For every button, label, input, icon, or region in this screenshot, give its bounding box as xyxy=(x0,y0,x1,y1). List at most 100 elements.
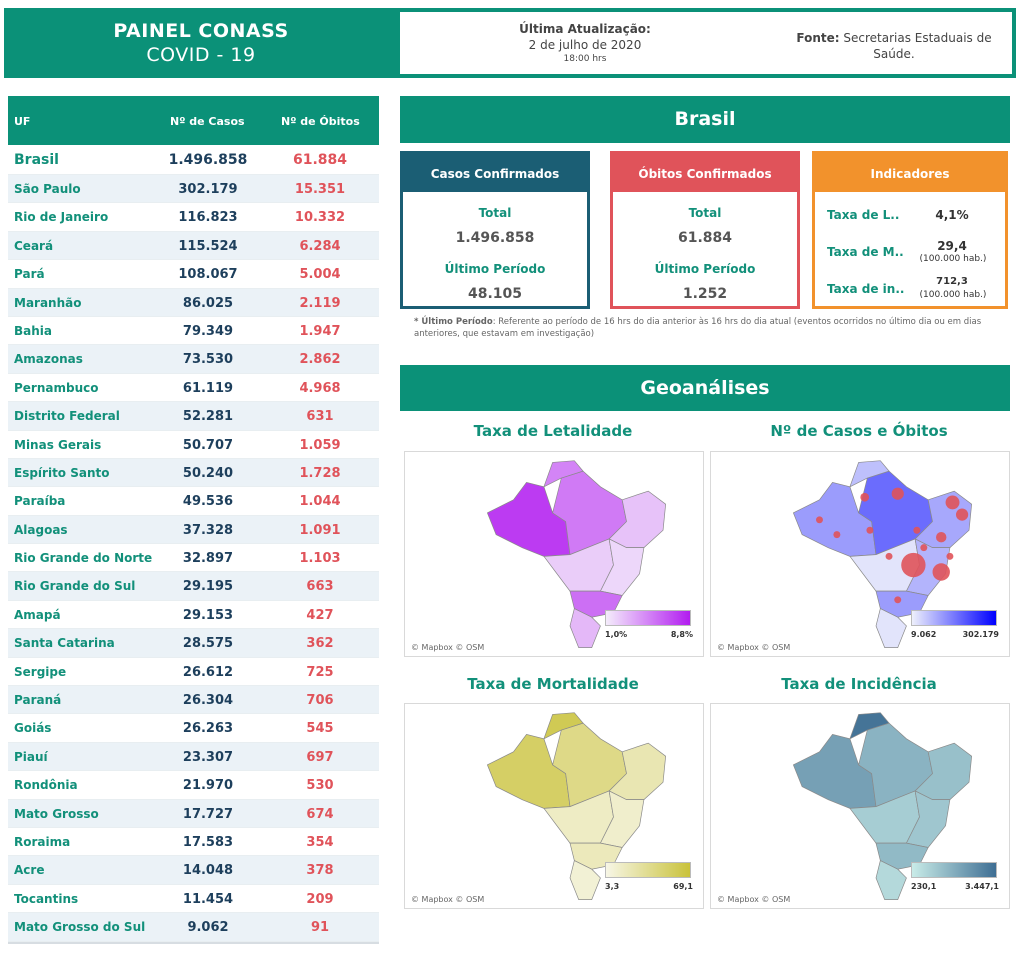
table-row[interactable]: Tocantins 11.454 209 xyxy=(8,885,379,914)
row-uf: Amapá xyxy=(14,607,61,622)
case-bubble[interactable] xyxy=(920,544,928,552)
header-uf[interactable]: UF xyxy=(14,115,31,128)
table-row[interactable]: Rio de Janeiro 116.823 10.332 xyxy=(8,203,379,232)
row-uf: Santa Catarina xyxy=(14,636,115,651)
incidence-unit: (100.000 hab.) xyxy=(919,290,987,300)
table-row[interactable]: São Paulo 302.179 15.351 xyxy=(8,175,379,204)
table-row[interactable]: Amazonas 73.530 2.862 xyxy=(8,345,379,374)
row-uf: Maranhão xyxy=(14,295,82,310)
case-bubble[interactable] xyxy=(816,516,823,524)
row-deaths: 5.004 xyxy=(299,267,341,283)
table-row[interactable]: Bahia 79.349 1.947 xyxy=(8,317,379,346)
row-deaths: 1.947 xyxy=(299,323,341,339)
indicator-lethality[interactable]: Taxa de L.. 4,1% xyxy=(815,196,1005,233)
row-cases: 52.281 xyxy=(182,409,234,425)
deaths-card-title: Óbitos Confirmados xyxy=(613,154,797,192)
case-bubble[interactable] xyxy=(936,532,947,543)
table-row[interactable]: Santa Catarina 28.575 362 xyxy=(8,629,379,658)
row-cases: 50.240 xyxy=(182,465,234,481)
cases-card: Casos Confirmados Total 1.496.858 Último… xyxy=(400,151,590,309)
header-cases[interactable]: Nº de Casos xyxy=(170,115,245,128)
region-east[interactable] xyxy=(599,538,645,596)
row-deaths: 706 xyxy=(306,693,334,709)
case-bubble[interactable] xyxy=(913,526,921,534)
case-bubble[interactable] xyxy=(860,492,870,502)
table-row[interactable]: Ceará 115.524 6.284 xyxy=(8,231,379,261)
row-uf: Mato Grosso xyxy=(14,806,99,821)
case-bubble[interactable] xyxy=(946,552,954,560)
table-row[interactable]: Pernambuco 61.119 4.968 xyxy=(8,374,379,403)
region-north-top[interactable] xyxy=(849,460,890,488)
brazil-map xyxy=(486,460,667,648)
brazil-map xyxy=(792,712,973,900)
table-row[interactable]: Espírito Santo 50.240 1.728 xyxy=(8,458,379,488)
table-row[interactable]: Mato Grosso do Sul 9.062 91 xyxy=(8,913,379,942)
row-uf: Pernambuco xyxy=(14,380,99,395)
row-cases: 9.062 xyxy=(187,920,229,936)
table-row[interactable]: Maranhão 86.025 2.119 xyxy=(8,288,379,317)
table-row[interactable]: Acre 14.048 378 xyxy=(8,856,379,885)
table-row[interactable]: Rondônia 21.970 530 xyxy=(8,771,379,800)
region-north-top[interactable] xyxy=(543,712,584,740)
table-row[interactable]: Mato Grosso 17.727 674 xyxy=(8,799,379,828)
map-lethality[interactable]: © Mapbox © OSM 1,0% 8,8% xyxy=(404,451,704,657)
region-south[interactable] xyxy=(875,608,907,648)
table-row[interactable]: Amapá 29.153 427 xyxy=(8,601,379,630)
row-uf: Goiás xyxy=(14,721,52,736)
table-row[interactable]: Alagoas 37.328 1.091 xyxy=(8,515,379,545)
table-row[interactable]: Minas Gerais 50.707 1.059 xyxy=(8,431,379,459)
state-table: UF Nº de Casos Nº de Óbitos Brasil 1.496… xyxy=(8,96,379,944)
row-deaths: 1.728 xyxy=(299,465,341,481)
row-deaths: 6.284 xyxy=(299,238,341,254)
table-row[interactable]: Rio Grande do Sul 29.195 663 xyxy=(8,572,379,601)
region-south[interactable] xyxy=(569,860,601,900)
case-bubble[interactable] xyxy=(833,531,841,539)
row-uf: Brasil xyxy=(14,152,59,168)
note-label: * Último Período xyxy=(414,317,493,327)
table-row[interactable]: Paraíba 49.536 1.044 xyxy=(8,487,379,516)
table-row[interactable]: Paraná 26.304 706 xyxy=(8,686,379,715)
update-label: Última Atualização: xyxy=(519,22,651,36)
table-row[interactable]: Sergipe 26.612 725 xyxy=(8,658,379,687)
app-title: PAINEL CONASS xyxy=(113,20,289,42)
row-deaths: 91 xyxy=(310,920,330,936)
region-south[interactable] xyxy=(569,608,601,648)
case-bubble[interactable] xyxy=(891,487,904,500)
update-time: 18:00 hrs xyxy=(563,54,607,64)
row-cases: 37.328 xyxy=(182,522,234,538)
map-cases-deaths[interactable]: © Mapbox © OSM 9.062 302.179 xyxy=(710,451,1010,657)
case-bubble[interactable] xyxy=(932,563,950,581)
table-row-total[interactable]: Brasil 1.496.858 61.884 xyxy=(8,145,379,175)
region-north-top[interactable] xyxy=(543,460,584,488)
table-row[interactable]: Pará 108.067 5.004 xyxy=(8,260,379,289)
indicators-card: Indicadores Taxa de L.. 4,1% Taxa de M..… xyxy=(812,151,1008,309)
map-incidence[interactable]: © Mapbox © OSM 230,1 3.447,1 xyxy=(710,703,1010,909)
map-legend: 230,1 3.447,1 xyxy=(911,862,999,891)
header-deaths[interactable]: Nº de Óbitos xyxy=(281,115,360,128)
region-east[interactable] xyxy=(599,790,645,848)
case-bubble[interactable] xyxy=(945,495,960,510)
row-deaths: 663 xyxy=(306,579,334,595)
map-credit: © Mapbox © OSM xyxy=(411,895,485,904)
region-east[interactable] xyxy=(905,790,951,848)
region-south[interactable] xyxy=(875,860,907,900)
legend-gradient xyxy=(605,610,691,626)
map-title-mortality: Taxa de Mortalidade xyxy=(467,675,639,693)
map-mortality[interactable]: © Mapbox © OSM 3,3 69,1 xyxy=(404,703,704,909)
indicator-mortality[interactable]: Taxa de M.. 29,4 (100.000 hab.) xyxy=(815,233,1005,270)
case-bubble[interactable] xyxy=(885,552,893,560)
case-bubble[interactable] xyxy=(956,508,969,521)
table-row[interactable]: Goiás 26.263 545 xyxy=(8,714,379,743)
indicator-incidence[interactable]: Taxa de in.. 712,3 (100.000 hab.) xyxy=(815,270,1005,307)
table-row[interactable]: Distrito Federal 52.281 631 xyxy=(8,402,379,431)
row-deaths: 1.059 xyxy=(299,437,341,453)
row-uf: Sergipe xyxy=(14,664,67,679)
row-deaths: 209 xyxy=(306,891,334,907)
table-row[interactable]: Rio Grande do Norte 32.897 1.103 xyxy=(8,544,379,573)
region-north-top[interactable] xyxy=(849,712,890,740)
table-row[interactable]: Piauí 23.307 697 xyxy=(8,742,379,772)
case-bubble[interactable] xyxy=(894,596,902,604)
case-bubble[interactable] xyxy=(901,552,926,578)
table-row[interactable]: Roraima 17.583 354 xyxy=(8,828,379,857)
case-bubble[interactable] xyxy=(866,526,874,534)
